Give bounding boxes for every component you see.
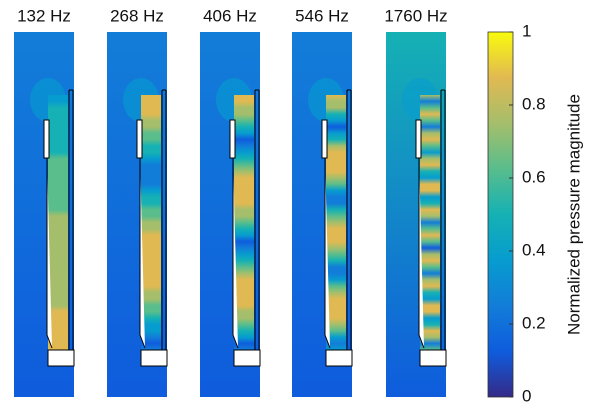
tube-outline (254, 89, 260, 350)
side-tube (136, 119, 146, 349)
colorbar-tick-label: 0.2 (522, 313, 546, 332)
tube-outline (161, 89, 167, 350)
tube-field (48, 95, 68, 350)
colorbar (487, 31, 514, 398)
tube-field (234, 95, 254, 350)
panel-title: 546 Hz (295, 6, 349, 25)
mouthpiece (325, 349, 353, 367)
colorbar-tick-label: 0.8 (522, 94, 546, 113)
tube-field (326, 95, 346, 350)
panel-title: 406 Hz (203, 6, 257, 25)
panel-title: 268 Hz (110, 6, 164, 25)
panel-title: 132 Hz (17, 6, 71, 25)
side-tube (229, 119, 239, 349)
mouthpiece (233, 349, 261, 367)
tube-outline (346, 89, 352, 350)
side-tube (43, 119, 53, 349)
side-tube (321, 119, 331, 349)
mouthpiece (47, 349, 75, 367)
colorbar-tick-label: 0.6 (522, 167, 546, 186)
side-tube (415, 119, 425, 349)
colorbar-tick-label: 0.4 (522, 240, 546, 259)
mouthpiece (140, 349, 168, 367)
panel-title: 1760 Hz (384, 6, 447, 25)
mouthpiece (419, 349, 447, 367)
colorbar-label: Normalized pressure magnitude (564, 94, 583, 335)
tube-outline (68, 89, 74, 350)
tube-outline (440, 89, 446, 350)
colorbar-tick-label: 0 (522, 386, 531, 405)
tube-field (420, 95, 440, 350)
tube-field (141, 95, 161, 350)
colorbar-tick-label: 1 (522, 21, 531, 40)
